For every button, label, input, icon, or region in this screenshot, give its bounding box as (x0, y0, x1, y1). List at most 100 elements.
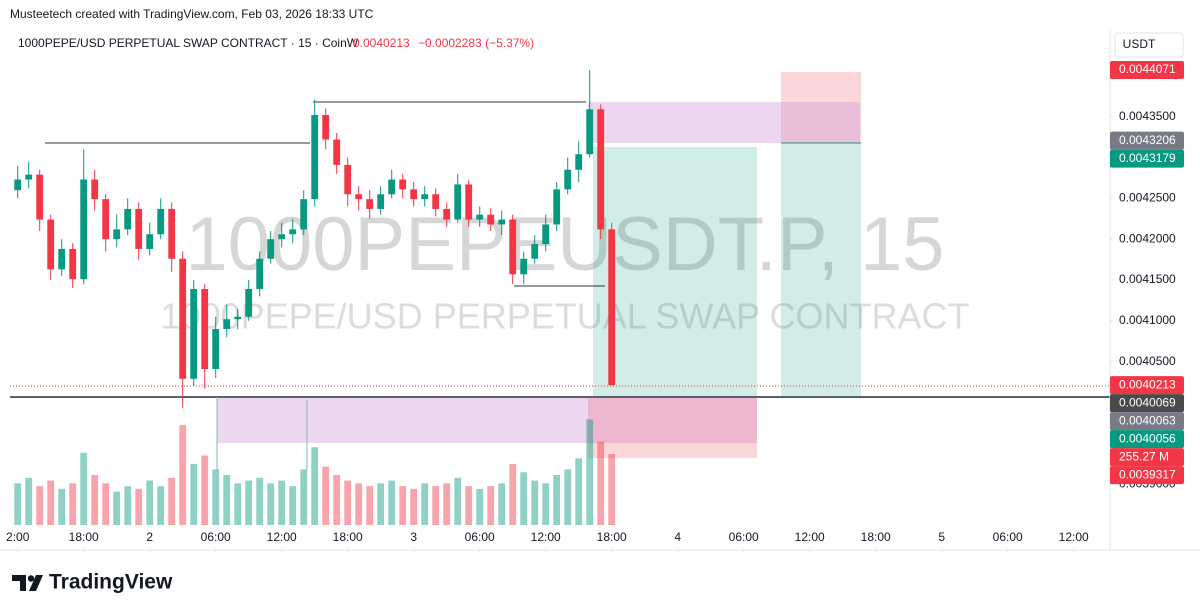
logo-shape (12, 575, 26, 591)
x-tick-label: 18:00 (597, 530, 627, 544)
volume-bar (586, 419, 594, 525)
candle-body (421, 194, 429, 200)
candle-body (179, 258, 187, 379)
volume-bar (168, 477, 176, 525)
candle-body (311, 115, 319, 200)
volume-bar (344, 480, 352, 525)
candle-body (597, 109, 605, 230)
candle-body (113, 229, 121, 240)
price-tag (1110, 430, 1184, 449)
price-tag (1110, 61, 1184, 80)
logo-shape (27, 575, 35, 582)
target-box (781, 143, 861, 397)
volume-bar (146, 480, 154, 525)
candle-body (102, 199, 110, 240)
candle-body (553, 189, 561, 225)
price-tag-label: 0.0044071 (1119, 62, 1176, 76)
watermark-symbol: 1000PEPEUSDT.P, 15 (185, 202, 944, 287)
candle-body (80, 179, 88, 280)
price-tag (1110, 376, 1184, 395)
candle-body (201, 288, 209, 370)
price-tag (1110, 131, 1184, 150)
legend-price: 0.0040213 (353, 36, 410, 50)
volume-bar (520, 472, 528, 525)
volume-bar (465, 486, 473, 525)
currency-button[interactable] (1114, 32, 1184, 58)
candle-body (267, 239, 275, 259)
price-tag (1110, 448, 1184, 467)
x-tick-label: 18:00 (333, 530, 363, 544)
logo-shape (29, 575, 43, 591)
candle-body (454, 184, 462, 220)
price-tag-label: 0.0040063 (1119, 413, 1176, 427)
candle-body (289, 229, 297, 235)
x-tick-label: 18:00 (69, 530, 99, 544)
legend-symbol: 1000PEPE/USD PERPETUAL SWAP CONTRACT · 1… (18, 36, 359, 50)
candle-body (256, 258, 264, 289)
price-tag-label: 0.0043206 (1119, 133, 1176, 147)
candle-body (14, 179, 22, 191)
volume-bar (135, 488, 143, 525)
candle-body (25, 174, 33, 180)
candle-body (168, 208, 176, 259)
stop-box (781, 72, 861, 143)
x-tick-label: 18:00 (861, 530, 891, 544)
volume-bar (509, 463, 517, 525)
price-tag-label: 0.0039317 (1119, 467, 1176, 481)
volume-bar (267, 483, 275, 525)
y-tick-label: 0.0041000 (1119, 313, 1176, 327)
candle-body (234, 316, 242, 320)
x-tick-label: 12:00 (1059, 530, 1089, 544)
volume-bar (575, 458, 583, 525)
volume-bar (36, 486, 44, 525)
candle-body (91, 179, 99, 200)
brand-logo (12, 575, 43, 591)
x-tick-label: 5 (938, 530, 945, 544)
volume-bar (300, 469, 308, 525)
volume-bar (366, 486, 374, 525)
target-box (593, 147, 757, 397)
candle-body (366, 199, 374, 209)
x-tick-label: 12:00 (795, 530, 825, 544)
drawings (10, 72, 1110, 470)
volume-bar (201, 455, 209, 525)
volume-bar (245, 480, 253, 525)
y-tick-label: 0.0043500 (1119, 109, 1176, 123)
volume-bar (58, 488, 66, 525)
candle-body (388, 179, 396, 195)
legend-change: −0.0002283 (−5.37%) (418, 36, 534, 50)
candle-body (223, 319, 231, 329)
candle-body (410, 189, 418, 200)
x-tick-label: 4 (674, 530, 681, 544)
candle-body (69, 248, 77, 280)
candle-body (278, 234, 286, 240)
candle-body (212, 329, 220, 370)
candle-body (135, 208, 143, 249)
volume-bar (256, 477, 264, 525)
volume-bar (91, 475, 99, 525)
volume-bar (69, 483, 77, 525)
volume-bar (179, 425, 187, 525)
volume-bar (333, 475, 341, 525)
currency-label[interactable]: USDT (1123, 37, 1156, 51)
x-tick-label: 3 (410, 530, 417, 544)
volume-bar (443, 483, 451, 525)
candle-body (157, 208, 165, 235)
candle-body (443, 208, 451, 220)
candle-body (564, 169, 572, 190)
brand-name: TradingView (49, 571, 173, 594)
volume-bar (542, 483, 550, 525)
volume-bar (25, 477, 33, 525)
x-tick-label: 2:00 (6, 530, 30, 544)
x-tick-label: 06:00 (729, 530, 759, 544)
volume-bar (410, 488, 418, 525)
candle-body (432, 194, 440, 209)
x-tick-label: 12:00 (531, 530, 561, 544)
candle-body (146, 234, 154, 249)
price-tag-label: 0.0040056 (1119, 431, 1176, 445)
volume-bar (80, 452, 88, 525)
price-tag (1110, 466, 1184, 485)
volume-layer (14, 419, 616, 525)
candle-layer (14, 70, 616, 409)
volume-bar (553, 475, 561, 525)
